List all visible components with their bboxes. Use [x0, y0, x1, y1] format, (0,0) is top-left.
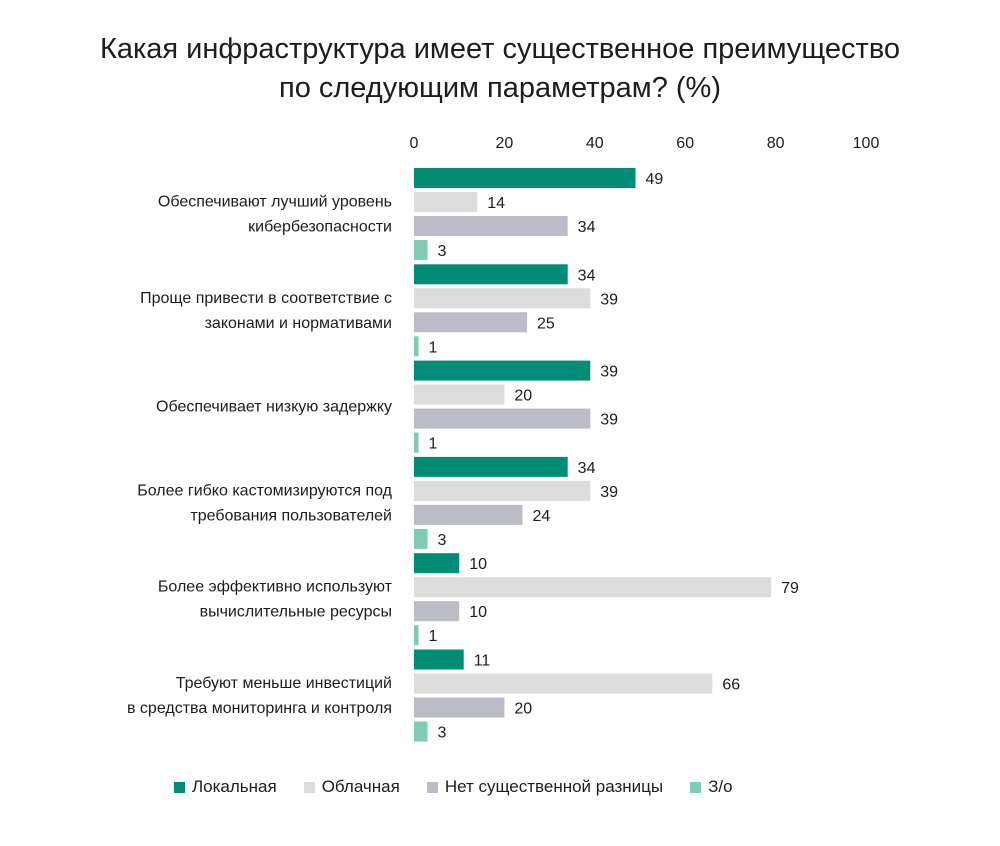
legend-swatch-local [174, 781, 185, 793]
legend-item-cloud: Облачная [303, 777, 400, 797]
bar-cloud [414, 673, 713, 694]
data-label: 25 [537, 315, 555, 332]
chart-legend: Локальная Облачная Нет существенной разн… [174, 777, 760, 797]
x-tick-label: 0 [410, 135, 419, 152]
data-label: 14 [487, 195, 505, 212]
data-label: 3 [438, 243, 447, 260]
bar-local [414, 168, 636, 188]
data-label: 34 [578, 460, 596, 477]
bar-cloud [414, 192, 478, 212]
category-label: требования пользователей [190, 507, 392, 524]
legend-item-local: Локальная [174, 777, 277, 797]
category-label: вычислительные ресурсы [200, 604, 392, 621]
category-label: в средства мониторинга и контроля [127, 700, 392, 717]
data-label: 39 [600, 484, 618, 501]
bar-cloud [414, 577, 772, 598]
bar-cloud [414, 384, 505, 405]
bar-no-difference [414, 697, 505, 718]
category-label: Более эффективно используют [158, 579, 393, 596]
bar-no-answer [414, 336, 419, 357]
data-label: 10 [469, 604, 487, 621]
data-label: 1 [429, 339, 438, 356]
data-label: 39 [600, 364, 618, 381]
category-label: Требуют меньше инвестиций [176, 675, 392, 692]
data-label: 11 [474, 653, 491, 670]
data-label: 1 [429, 628, 438, 645]
bar-local [414, 456, 568, 477]
x-tick-label: 40 [586, 135, 604, 152]
legend-label-cloud: Облачная [321, 777, 400, 796]
bar-chart: 0 20 40 60 80 100 Обеспечивают лучший уровень к… [127, 135, 880, 742]
category-label: кибербезопасности [248, 219, 392, 236]
legend-item-no-difference: Нет существенной разницы [426, 777, 664, 797]
data-label: 3 [438, 725, 447, 742]
category-label: Проще привести в соответствие с [140, 290, 392, 307]
bar-cloud [414, 480, 591, 501]
bar-no-difference [414, 408, 591, 429]
chart-title: Какая инфраструктура имеет существенное … [0, 30, 1000, 108]
bar-no-difference [414, 312, 527, 333]
data-label: 34 [578, 267, 596, 284]
data-label: 49 [645, 171, 663, 188]
data-label: 66 [722, 677, 740, 694]
legend-label-no-difference: Нет существенной разницы [444, 777, 664, 796]
data-label: 39 [600, 291, 618, 308]
data-label: 24 [532, 508, 550, 525]
chart-title-line-2: по следующим параметрам? (%) [279, 72, 721, 104]
chart-title-line-1: Какая инфраструктура имеет существенное … [99, 33, 901, 65]
data-label: 34 [578, 219, 596, 236]
bar-no-answer [414, 432, 419, 453]
x-tick-label: 80 [767, 135, 785, 152]
legend-item-no-answer: З/о [690, 777, 733, 797]
bar-no-answer [414, 625, 419, 646]
data-label: 39 [600, 412, 618, 429]
x-tick-label: 20 [496, 135, 514, 152]
legend-swatch-no-answer [690, 781, 702, 793]
bar-local [414, 553, 460, 574]
legend-swatch-cloud [303, 781, 315, 793]
data-label: 20 [514, 701, 532, 718]
data-label: 20 [514, 388, 532, 405]
legend-label-no-answer: З/о [708, 777, 733, 796]
data-label: 79 [781, 580, 799, 597]
bar-no-answer [414, 240, 428, 260]
category-label: Обеспечивает низкую задержку [156, 399, 392, 416]
bar-no-difference [414, 504, 523, 525]
category-label: Обеспечивают лучший уровень [158, 194, 392, 211]
bar-no-answer [414, 528, 428, 549]
data-label: 1 [429, 436, 438, 453]
bar-local [414, 264, 568, 285]
bar-cloud [414, 288, 591, 309]
x-tick-label: 60 [676, 135, 694, 152]
bar-no-answer [414, 721, 428, 742]
data-label: 3 [438, 532, 447, 549]
bar-local [414, 649, 464, 670]
category-label: Более гибко кастомизируются под [137, 482, 392, 499]
bar-no-difference [414, 216, 568, 236]
legend-swatch-no-difference [426, 781, 438, 793]
category-label: законами и нормативами [205, 315, 392, 332]
bar-local [414, 360, 591, 381]
data-label: 10 [469, 556, 487, 573]
legend-label-local: Локальная [192, 777, 277, 796]
bar-no-difference [414, 601, 460, 622]
x-tick-label: 100 [853, 135, 880, 152]
